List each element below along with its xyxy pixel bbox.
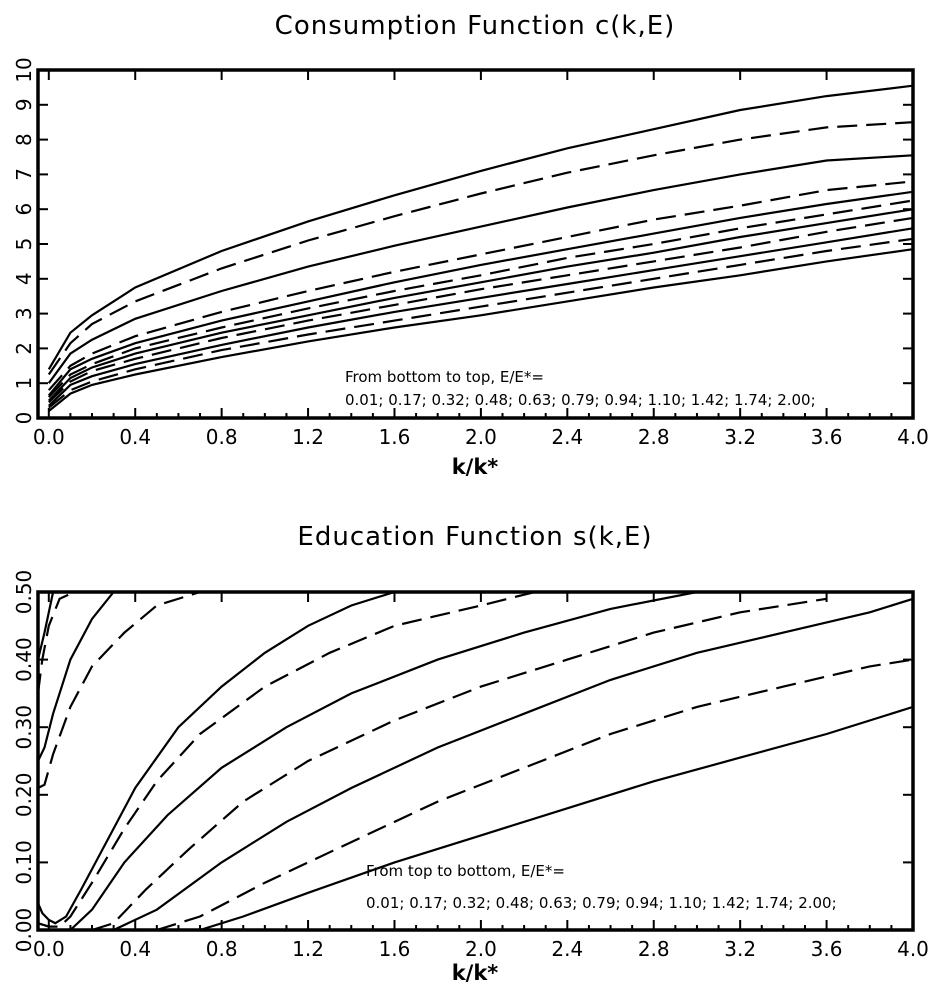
x-axis-label: k/k* bbox=[452, 961, 499, 985]
series-line-3 bbox=[48, 227, 913, 407]
x-tick-label: 0.0 bbox=[33, 937, 65, 961]
annotation-line-2: 0.01; 0.17; 0.32; 0.48; 0.63; 0.79; 0.94… bbox=[345, 391, 816, 409]
y-tick-label: 9 bbox=[12, 98, 36, 111]
series-line-1 bbox=[38, 592, 55, 660]
series-line-5 bbox=[38, 592, 395, 925]
x-tick-label: 4.0 bbox=[897, 425, 929, 449]
x-tick-label: 2.8 bbox=[638, 425, 670, 449]
series-line-10 bbox=[47, 121, 913, 376]
x-tick-label: 1.6 bbox=[379, 937, 411, 961]
series-line-11 bbox=[47, 84, 913, 370]
y-tick-label: 7 bbox=[12, 168, 36, 181]
series-line-9 bbox=[113, 597, 913, 930]
education-chart: Education Function s(k,E) 0.0 0.4 0.8 1.2 1.… bbox=[12, 522, 929, 985]
y-tick-label: 0.30 bbox=[12, 705, 36, 750]
annotation-line-1: From top to bottom, E/E*= bbox=[366, 862, 565, 880]
x-tick-label: 3.2 bbox=[724, 937, 756, 961]
x-tick-label: 2.0 bbox=[465, 937, 497, 961]
x-tick-label: 2.4 bbox=[551, 937, 583, 961]
y-tick-label: 0 bbox=[12, 412, 36, 425]
y-tick-label: 1 bbox=[12, 377, 36, 390]
x-tick-label: 2.4 bbox=[551, 425, 583, 449]
x-tick-label: 0.0 bbox=[33, 425, 65, 449]
y-tick-label: 8 bbox=[12, 133, 36, 146]
plot-frame bbox=[36, 590, 915, 932]
x-tick-label: 0.4 bbox=[119, 425, 151, 449]
y-tick-label: 6 bbox=[12, 203, 36, 216]
y-tick-label: 3 bbox=[12, 307, 36, 320]
series-line-2 bbox=[38, 592, 76, 694]
y-tick-label: 0.00 bbox=[12, 908, 36, 953]
series-line-9 bbox=[47, 154, 913, 384]
series-group bbox=[38, 592, 913, 930]
x-tick-label: 4.0 bbox=[897, 937, 929, 961]
series-line-4 bbox=[38, 592, 201, 789]
series-line-5 bbox=[48, 208, 913, 402]
y-tick-label: 5 bbox=[12, 238, 36, 251]
x-tick-label: 0.4 bbox=[119, 937, 151, 961]
y-tick-label: 0.40 bbox=[12, 637, 36, 682]
series-line-3 bbox=[38, 592, 115, 762]
x-tick-label: 1.2 bbox=[292, 937, 324, 961]
consumption-chart: Consumption Function c(k,E) 0.0 0.4 0.8 1.2… bbox=[12, 11, 929, 479]
x-tick-label: 3.6 bbox=[811, 937, 843, 961]
chart-title: Education Function s(k,E) bbox=[297, 522, 652, 552]
annotation-line-1: From bottom to top, E/E*= bbox=[345, 368, 544, 386]
series-line-8 bbox=[91, 597, 827, 930]
x-tick-label: 0.8 bbox=[206, 937, 238, 961]
x-tick-label: 2.8 bbox=[638, 937, 670, 961]
annotation-line-2: 0.01; 0.17; 0.32; 0.48; 0.63; 0.79; 0.94… bbox=[366, 894, 837, 912]
y-tick-label: 10 bbox=[12, 57, 36, 82]
y-tick-label: 2 bbox=[12, 342, 36, 355]
x-tick-label: 0.8 bbox=[206, 425, 238, 449]
series-line-4 bbox=[48, 216, 913, 404]
x-axis-label: k/k* bbox=[452, 455, 499, 479]
series-line-2 bbox=[48, 237, 913, 409]
series-line-11 bbox=[199, 705, 913, 930]
x-tick-label: 1.2 bbox=[292, 425, 324, 449]
series-line-7 bbox=[47, 190, 913, 397]
series-line-1 bbox=[48, 248, 913, 412]
series-group bbox=[47, 84, 913, 412]
x-tick-label: 3.6 bbox=[811, 425, 843, 449]
chart-title: Consumption Function c(k,E) bbox=[275, 11, 676, 41]
y-tick-label: 4 bbox=[12, 272, 36, 285]
x-tick-label: 1.6 bbox=[379, 425, 411, 449]
y-tick-label: 0.50 bbox=[12, 570, 36, 615]
x-tick-label: 3.2 bbox=[724, 425, 756, 449]
series-line-6 bbox=[48, 199, 913, 398]
y-tick-label: 0.20 bbox=[12, 773, 36, 818]
y-tick-label: 0.10 bbox=[12, 840, 36, 885]
plot-frame bbox=[36, 68, 915, 420]
x-tick-label: 2.0 bbox=[465, 425, 497, 449]
series-line-10 bbox=[156, 658, 913, 930]
series-line-7 bbox=[38, 592, 698, 930]
